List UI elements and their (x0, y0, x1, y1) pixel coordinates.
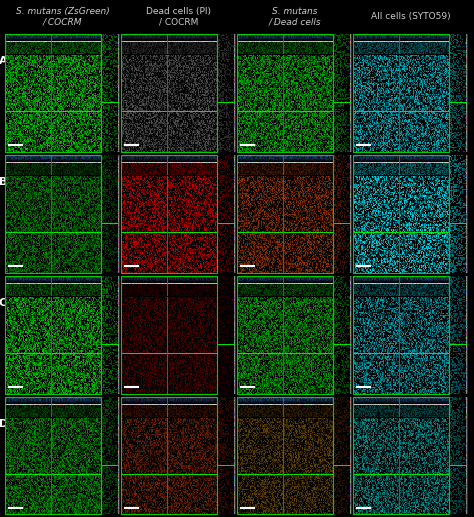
Text: D: D (0, 419, 8, 429)
Text: S. mutans
/ Dead cells: S. mutans / Dead cells (269, 7, 321, 26)
Text: C: C (0, 298, 7, 308)
Text: A: A (0, 56, 8, 66)
Text: S. mutans (ZsGreen)
/ COCRM: S. mutans (ZsGreen) / COCRM (16, 7, 109, 26)
Text: All cells (SYTO59): All cells (SYTO59) (372, 12, 451, 21)
Text: Dead cells (PI)
/ COCRM: Dead cells (PI) / COCRM (146, 7, 211, 26)
Text: B: B (0, 177, 8, 187)
